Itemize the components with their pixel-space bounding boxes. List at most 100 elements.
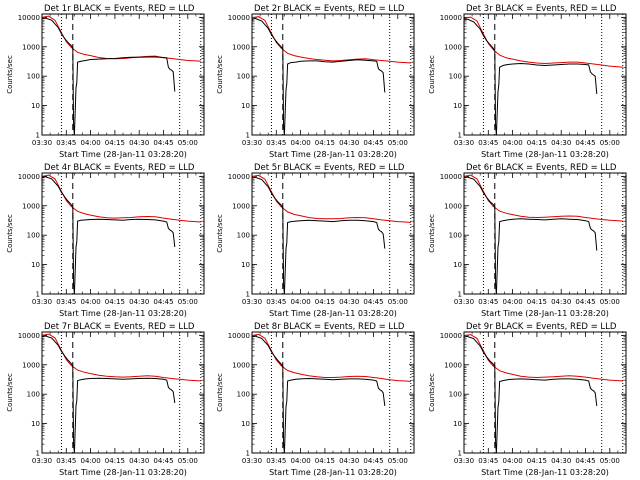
events-series-line — [464, 18, 598, 135]
y-axis-label: Counts/sec — [428, 214, 436, 253]
panel-title: Det 1r BLACK = Events, RED = LLD — [44, 4, 195, 14]
y-tick-label: 100 — [27, 232, 40, 240]
x-tick-label: 03:45 — [56, 298, 76, 306]
x-tick-label: 04:30 — [339, 139, 359, 147]
y-tick-label: 1000 — [232, 202, 250, 210]
x-tick-label: 04:30 — [129, 298, 149, 306]
y-tick-label: 10 — [453, 261, 462, 269]
x-tick-label: 04:15 — [315, 298, 335, 306]
x-tick-label: 05:00 — [178, 139, 198, 147]
plot-frame — [41, 331, 205, 454]
events-series-line — [252, 17, 386, 135]
y-tick-label: 10 — [453, 420, 462, 428]
y-tick-label: 100 — [27, 391, 40, 399]
x-tick-label: 04:15 — [315, 457, 335, 465]
y-tick-label: 10000 — [440, 14, 462, 22]
x-tick-label: 04:30 — [551, 457, 571, 465]
y-tick-label: 10 — [453, 102, 462, 110]
x-tick-label: 04:30 — [339, 298, 359, 306]
x-tick-label: 05:00 — [178, 298, 198, 306]
x-tick-label: 04:45 — [153, 457, 173, 465]
y-tick-label: 10000 — [228, 14, 250, 22]
y-axis-label: Counts/sec — [428, 55, 436, 94]
x-tick-label: 04:00 — [291, 139, 311, 147]
x-tick-label: 04:45 — [153, 139, 173, 147]
events-series-line — [42, 335, 176, 453]
x-tick-label: 03:30 — [454, 139, 474, 147]
panel-title: Det 3r BLACK = Events, RED = LLD — [466, 4, 617, 14]
y-tick-label: 10000 — [440, 173, 462, 181]
y-tick-label: 100 — [27, 73, 40, 81]
y-tick-label: 1 — [36, 450, 40, 458]
x-tick-label: 04:15 — [105, 139, 125, 147]
y-axis-label: Counts/sec — [428, 373, 436, 412]
x-tick-label: 04:30 — [551, 139, 571, 147]
x-tick-label: 04:45 — [363, 457, 383, 465]
y-tick-label: 1000 — [444, 202, 462, 210]
x-tick-label: 04:15 — [105, 298, 125, 306]
panel-det-5: Det 5r BLACK = Events, RED = LLD Counts/s… — [216, 163, 415, 318]
plot-frame — [41, 13, 205, 136]
x-tick-label: 05:00 — [388, 457, 408, 465]
x-tick-label: 03:45 — [56, 457, 76, 465]
x-tick-label: 05:00 — [600, 139, 620, 147]
panel-title: Det 5r BLACK = Events, RED = LLD — [254, 163, 405, 173]
panel-det-3: Det 3r BLACK = Events, RED = LLD Counts/s… — [428, 4, 627, 159]
plot-frame — [463, 13, 627, 136]
panel-det-9: Det 9r BLACK = Events, RED = LLD Counts/s… — [428, 322, 627, 477]
y-tick-label: 10000 — [18, 14, 40, 22]
y-tick-label: 100 — [449, 232, 462, 240]
x-tick-label: 03:45 — [266, 139, 286, 147]
events-series-line — [42, 176, 176, 294]
events-series-line — [42, 17, 176, 135]
x-tick-label: 04:15 — [315, 139, 335, 147]
x-tick-label: 03:30 — [454, 298, 474, 306]
y-tick-label: 1 — [246, 450, 250, 458]
x-axis-label: Start Time (28-Jan-11 03:28:20) — [481, 468, 609, 477]
y-tick-label: 10000 — [18, 173, 40, 181]
x-tick-label: 04:00 — [291, 298, 311, 306]
y-tick-label: 10 — [241, 420, 250, 428]
y-tick-label: 10 — [31, 420, 40, 428]
x-axis-label: Start Time (28-Jan-11 03:28:20) — [59, 468, 187, 477]
y-tick-label: 1000 — [22, 43, 40, 51]
x-tick-label: 04:30 — [551, 298, 571, 306]
y-tick-label: 1 — [246, 132, 250, 140]
x-tick-label: 05:00 — [388, 298, 408, 306]
y-tick-label: 1000 — [22, 361, 40, 369]
panel-det-2: Det 2r BLACK = Events, RED = LLD Counts/s… — [216, 4, 415, 159]
x-tick-label: 04:00 — [81, 139, 101, 147]
y-tick-label: 1000 — [444, 43, 462, 51]
panel-det-8: Det 8r BLACK = Events, RED = LLD Counts/s… — [216, 322, 415, 477]
x-tick-label: 03:45 — [266, 298, 286, 306]
x-tick-label: 04:30 — [339, 457, 359, 465]
y-tick-label: 10 — [31, 261, 40, 269]
x-tick-label: 05:00 — [600, 298, 620, 306]
events-series-line — [252, 335, 386, 453]
y-axis-label: Counts/sec — [6, 373, 14, 412]
x-tick-label: 03:45 — [56, 139, 76, 147]
y-axis-label: Counts/sec — [216, 214, 224, 253]
lld-series-line — [464, 174, 623, 222]
x-tick-label: 04:00 — [503, 139, 523, 147]
x-axis-label: Start Time (28-Jan-11 03:28:20) — [59, 150, 187, 159]
y-axis-label: Counts/sec — [6, 55, 14, 94]
x-tick-label: 04:00 — [81, 298, 101, 306]
y-tick-label: 1 — [36, 132, 40, 140]
x-tick-label: 03:45 — [478, 139, 498, 147]
x-tick-label: 04:30 — [129, 457, 149, 465]
y-tick-label: 100 — [237, 232, 250, 240]
y-tick-label: 100 — [237, 391, 250, 399]
panel-det-6: Det 6r BLACK = Events, RED = LLD Counts/s… — [428, 163, 627, 318]
x-tick-label: 03:30 — [32, 298, 52, 306]
panel-title: Det 2r BLACK = Events, RED = LLD — [254, 4, 405, 14]
x-tick-label: 04:45 — [153, 298, 173, 306]
y-tick-label: 10 — [31, 102, 40, 110]
y-tick-label: 1000 — [232, 43, 250, 51]
x-axis-label: Start Time (28-Jan-11 03:28:20) — [269, 468, 397, 477]
events-series-line — [464, 335, 598, 453]
panel-title: Det 7r BLACK = Events, RED = LLD — [44, 322, 195, 332]
y-tick-label: 100 — [449, 73, 462, 81]
x-tick-label: 03:45 — [478, 298, 498, 306]
